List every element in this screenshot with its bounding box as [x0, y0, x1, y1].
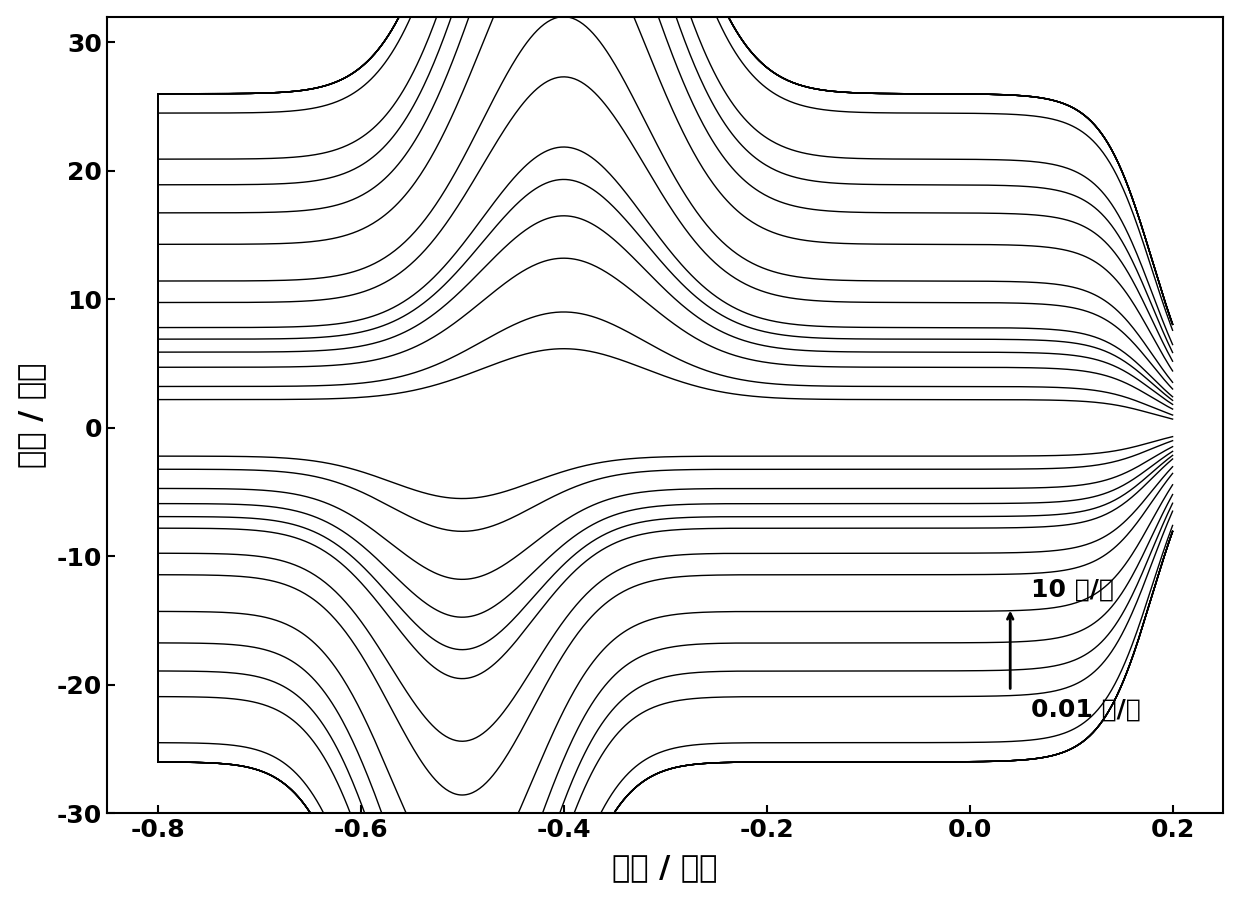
X-axis label: 电压 / 伏特: 电压 / 伏特 [613, 853, 718, 882]
Text: 0.01 伏/秒: 0.01 伏/秒 [1030, 698, 1141, 722]
Text: 10 伏/秒: 10 伏/秒 [1030, 577, 1114, 601]
Y-axis label: 电流 / 微安: 电流 / 微安 [16, 362, 46, 467]
